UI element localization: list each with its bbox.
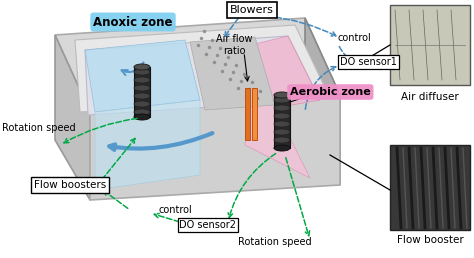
Ellipse shape [134, 64, 150, 70]
Bar [245, 88, 250, 140]
Text: control: control [338, 33, 372, 43]
Polygon shape [55, 18, 340, 112]
Ellipse shape [274, 121, 290, 127]
Ellipse shape [274, 105, 290, 111]
Ellipse shape [274, 92, 290, 98]
Ellipse shape [134, 114, 150, 120]
Polygon shape [85, 36, 320, 115]
Polygon shape [305, 18, 340, 185]
Polygon shape [55, 35, 90, 200]
Text: Rotation speed: Rotation speed [2, 123, 76, 133]
Bar [390, 5, 470, 85]
Text: Flow boosters: Flow boosters [34, 180, 106, 190]
Polygon shape [190, 37, 275, 110]
Ellipse shape [134, 101, 150, 107]
Polygon shape [85, 40, 200, 112]
Text: Flow booster: Flow booster [397, 235, 464, 245]
Text: Rotation speed: Rotation speed [238, 237, 312, 247]
Polygon shape [75, 25, 330, 112]
Ellipse shape [134, 109, 150, 115]
Text: Air diffuser: Air diffuser [401, 92, 459, 102]
Ellipse shape [134, 77, 150, 83]
Polygon shape [90, 95, 340, 200]
Bar [390, 145, 470, 230]
Ellipse shape [134, 69, 150, 75]
Ellipse shape [274, 113, 290, 119]
Polygon shape [274, 95, 290, 148]
Ellipse shape [274, 97, 290, 103]
Ellipse shape [274, 129, 290, 135]
Text: Aerobic zone: Aerobic zone [290, 87, 371, 97]
Text: Blowers: Blowers [230, 5, 274, 15]
Polygon shape [255, 36, 320, 108]
Ellipse shape [274, 145, 290, 151]
Bar [252, 88, 257, 140]
Text: Air flow
ratio: Air flow ratio [216, 34, 252, 56]
Ellipse shape [134, 85, 150, 91]
Text: DO sensor2: DO sensor2 [180, 220, 237, 230]
Text: Anoxic zone: Anoxic zone [93, 15, 173, 28]
Text: DO sensor1: DO sensor1 [340, 57, 397, 67]
Polygon shape [95, 100, 200, 190]
Text: control: control [158, 205, 192, 215]
Ellipse shape [134, 93, 150, 99]
Ellipse shape [274, 137, 290, 143]
Polygon shape [245, 44, 310, 178]
Polygon shape [134, 67, 150, 117]
